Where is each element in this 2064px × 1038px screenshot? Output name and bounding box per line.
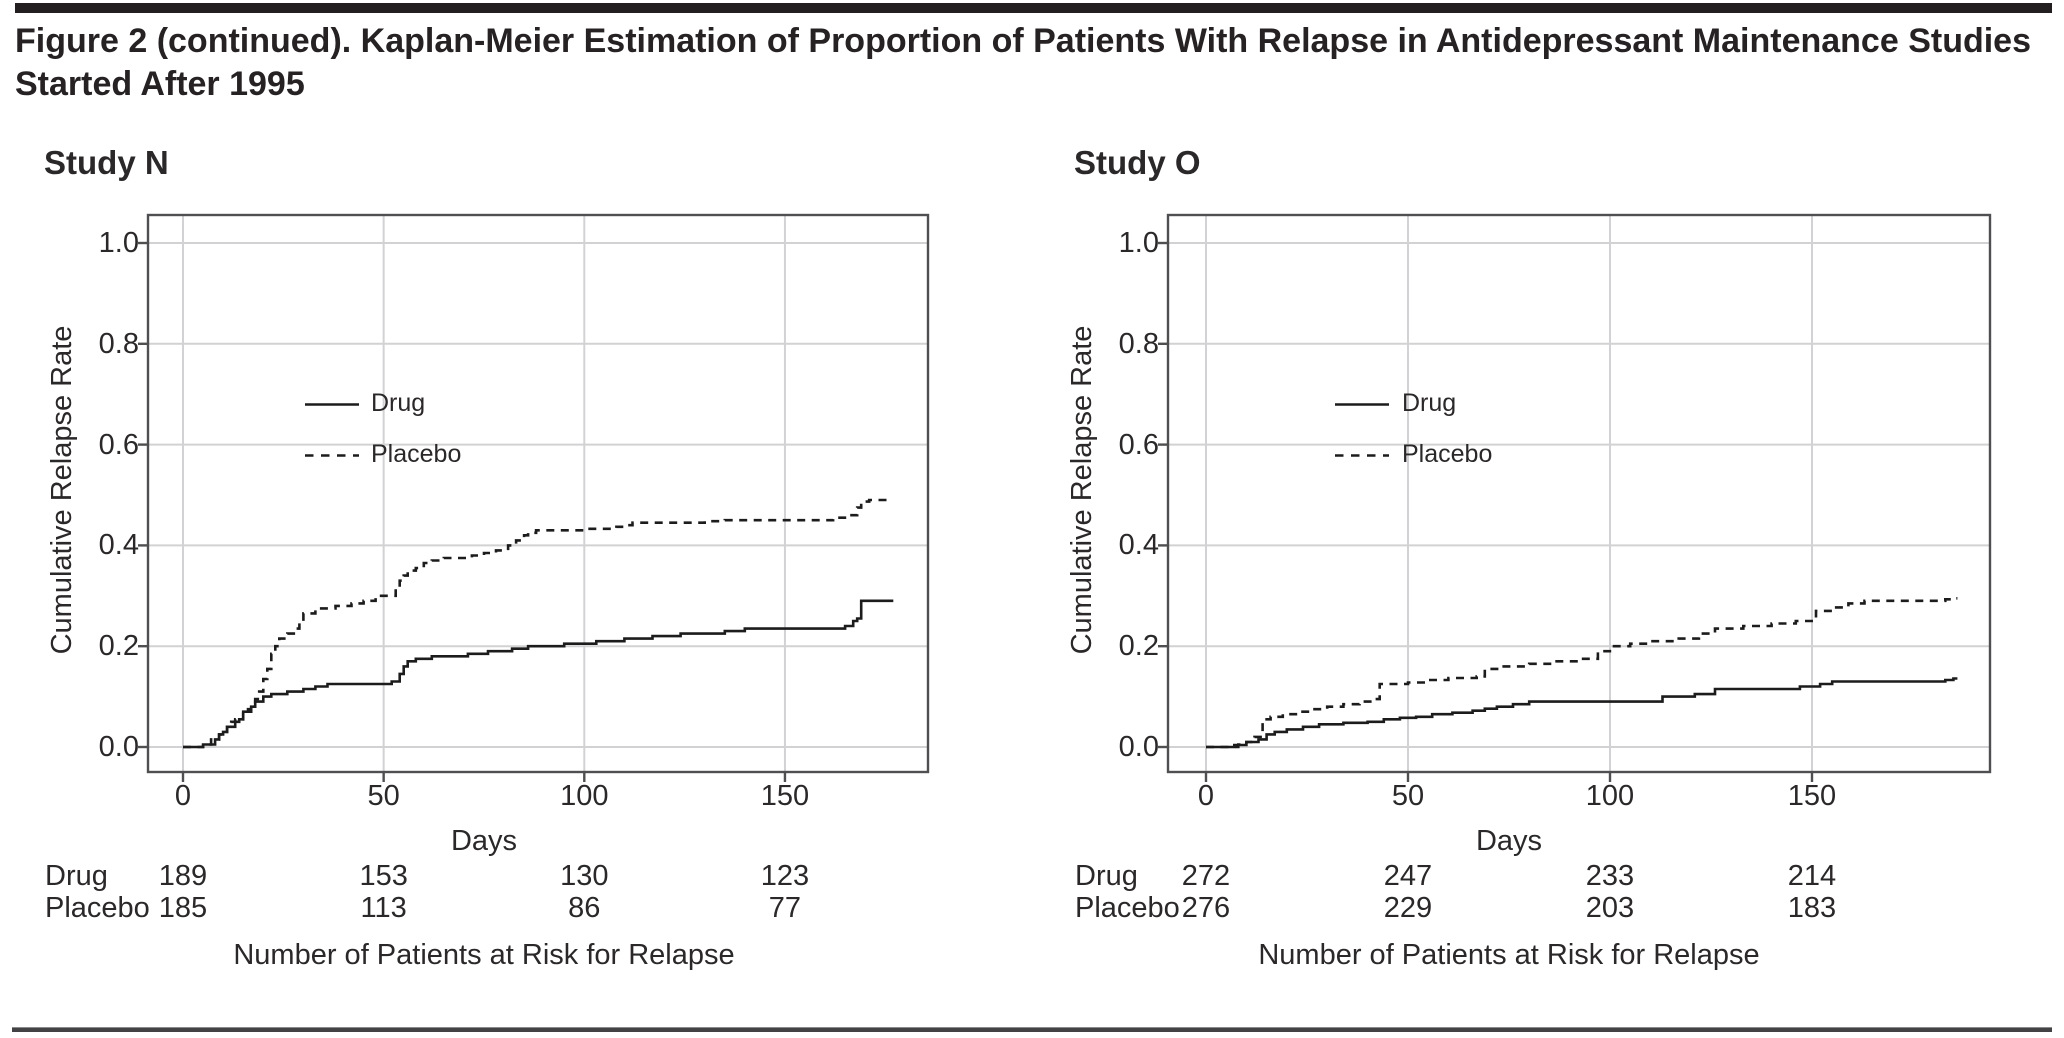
panel-title-1: Study N (44, 144, 169, 181)
at-risk-value: 77 (768, 892, 802, 924)
x-tick-label: 150 (760, 780, 810, 812)
at-risk-row-label: Drug (1075, 860, 1138, 892)
x-axis-label: Days (1475, 825, 1543, 857)
y-tick-label: 1.0 (98, 227, 139, 259)
x-tick-label: 150 (1787, 780, 1837, 812)
x-axis-label: Days (450, 825, 518, 857)
legend-placebo-label: Placebo (371, 440, 462, 468)
km-curve-placebo (1206, 597, 1958, 749)
plot-frame (1166, 213, 1992, 774)
at-risk-row-label: Drug (45, 860, 108, 892)
at-risk-value: 86 (568, 892, 601, 924)
x-tick-label: 0 (1197, 780, 1215, 812)
at-risk-value: 183 (1787, 892, 1837, 924)
at-risk-value: 214 (1787, 860, 1837, 892)
x-tick-label: 50 (367, 780, 400, 812)
figure-title-line1: Figure 2 (continued). Kaplan-Meier Estim… (15, 22, 2031, 60)
at-risk-value: 203 (1585, 892, 1635, 924)
figure-title: Figure 2 (continued). Kaplan-Meier Estim… (15, 20, 2050, 106)
legend-placebo-label: Placebo (1402, 440, 1493, 468)
at-risk-value: 153 (359, 860, 408, 892)
at-risk-value: 247 (1383, 860, 1433, 892)
at-risk-value: 272 (1181, 860, 1231, 892)
y-tick-label: 0.2 (98, 630, 139, 663)
y-tick-label: 0.8 (1118, 327, 1159, 360)
panel-title-2: Study O (1074, 144, 1201, 181)
y-tick-label: 0.0 (98, 731, 139, 763)
y-tick-label: 0.2 (1118, 630, 1159, 663)
at-risk-row-label: Placebo (1075, 892, 1180, 924)
km-curve-drug (183, 599, 894, 749)
y-tick-label: 0.4 (1118, 529, 1159, 562)
at-risk-value: 185 (158, 892, 208, 924)
y-tick-label: 0.6 (98, 428, 139, 461)
at-risk-value: 233 (1585, 860, 1635, 892)
km-curve-drug (1206, 677, 1958, 749)
y-axis-label: Cumulative Relapse Rate (46, 325, 78, 655)
at-risk-value: 113 (360, 892, 407, 924)
x-tick-label: 100 (1585, 780, 1635, 812)
x-tick-label: 50 (1391, 780, 1425, 812)
x-tick-label: 100 (560, 780, 609, 812)
y-tick-label: 1.0 (1118, 227, 1159, 259)
km-curve-placebo (183, 498, 890, 749)
at-risk-value: 130 (560, 860, 609, 892)
top-rule-bar (15, 3, 2052, 13)
at-risk-row-label: Placebo (45, 892, 150, 924)
x-tick-label: 0 (174, 780, 192, 812)
at-risk-caption: Number of Patients at Risk for Relapse (233, 939, 735, 971)
legend-drug-label: Drug (371, 389, 426, 417)
at-risk-value: 189 (158, 860, 208, 892)
y-tick-label: 0.0 (1118, 731, 1159, 763)
bottom-rule (12, 1027, 2052, 1032)
y-tick-label: 0.8 (98, 327, 139, 360)
figure-title-line2: Started After 1995 (15, 65, 305, 103)
at-risk-caption: Number of Patients at Risk for Relapse (1258, 939, 1760, 971)
y-axis-label: Cumulative Relapse Rate (1066, 325, 1098, 655)
plot-frame (146, 213, 930, 774)
y-tick-label: 0.4 (98, 529, 139, 562)
at-risk-value: 229 (1383, 892, 1433, 924)
y-tick-label: 0.6 (1118, 428, 1159, 461)
at-risk-value: 276 (1181, 892, 1231, 924)
legend-drug-label: Drug (1402, 389, 1457, 417)
at-risk-value: 123 (760, 860, 810, 892)
